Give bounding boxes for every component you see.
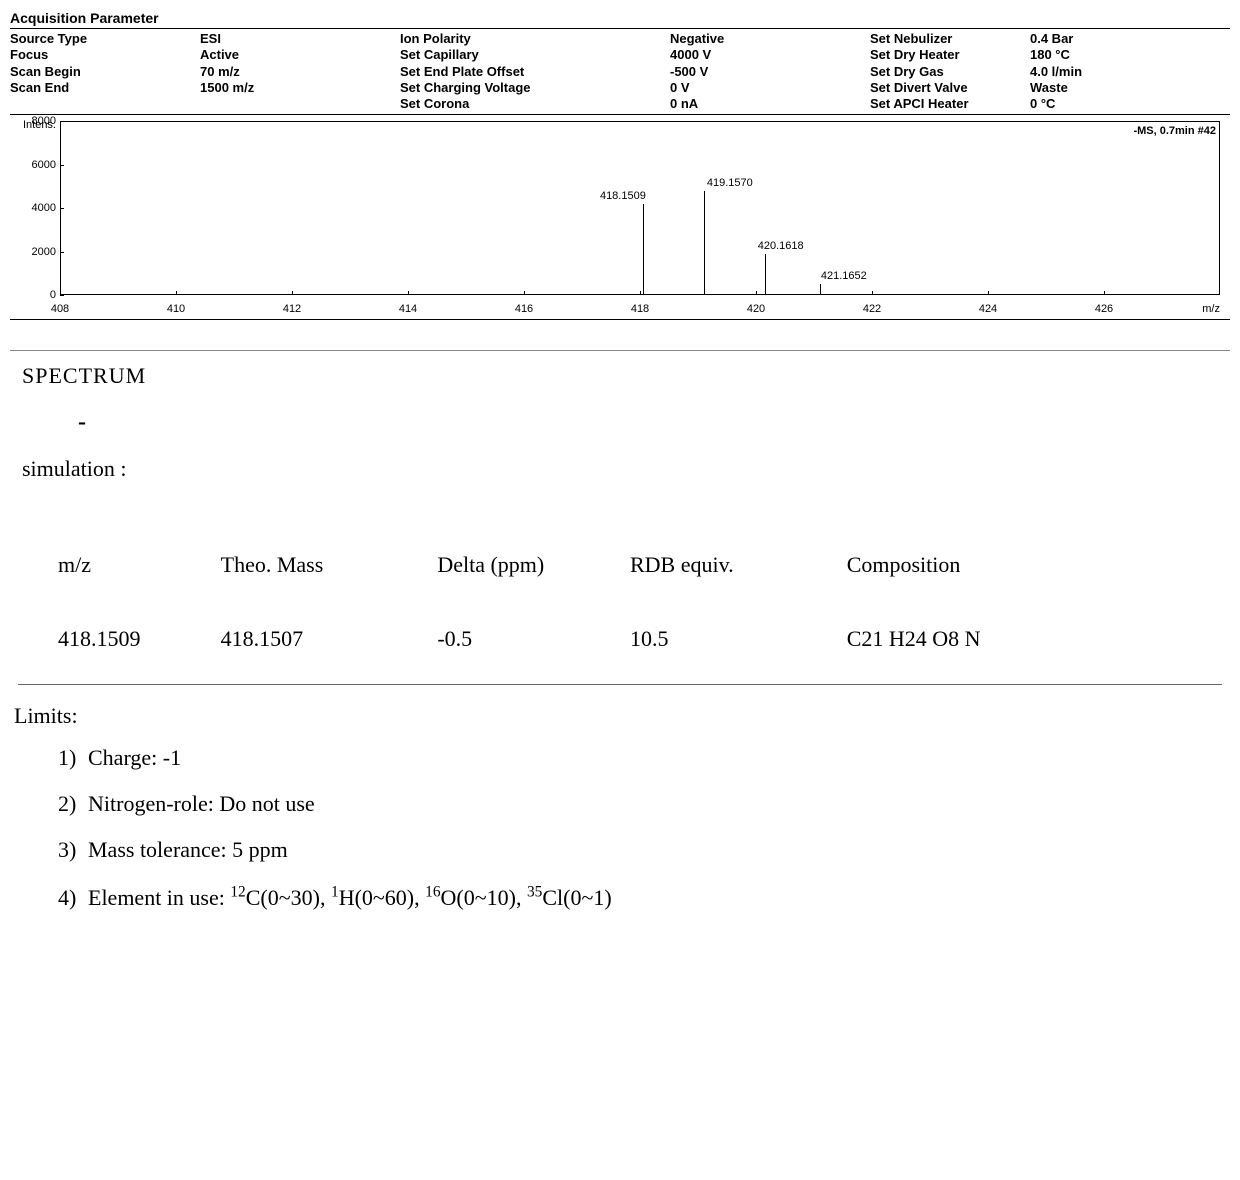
table-header: m/z bbox=[18, 532, 211, 598]
table-header: Theo. Mass bbox=[211, 532, 428, 598]
param-value: 1500 m/z bbox=[200, 80, 400, 96]
table-header: Delta (ppm) bbox=[427, 532, 620, 598]
limits-list: 1)Charge: -12)Nitrogen-role: Do not use3… bbox=[18, 745, 1222, 910]
param-label: Set Corona bbox=[400, 96, 670, 112]
limits-item: 3)Mass tolerance: 5 ppm bbox=[58, 837, 1222, 863]
x-tick-label: 420 bbox=[747, 303, 765, 315]
limits-item: 4)Element in use: 12C(0~30), 1H(0~60), 1… bbox=[58, 883, 1222, 910]
table-divider bbox=[18, 684, 1222, 685]
spectrum-chart-container: Intens. m/z -MS, 0.7min #42 020004000600… bbox=[10, 115, 1230, 320]
param-label: Scan Begin bbox=[10, 64, 200, 80]
x-tick-label: 426 bbox=[1095, 303, 1113, 315]
param-label: Scan End bbox=[10, 80, 200, 96]
spectrum-heading: SPECTRUM bbox=[22, 363, 1222, 389]
x-tick-label: 408 bbox=[51, 303, 69, 315]
acquisition-parameters: Source TypeFocusScan BeginScan End ESIAc… bbox=[10, 28, 1230, 115]
limits-item: 1)Charge: -1 bbox=[58, 745, 1222, 771]
x-tick-label: 412 bbox=[283, 303, 301, 315]
y-tick-label: 2000 bbox=[16, 246, 56, 258]
param-label: Set Dry Heater bbox=[870, 47, 1030, 63]
table-header: Composition bbox=[837, 532, 1222, 598]
param-label: Set Dry Gas bbox=[870, 64, 1030, 80]
param-label: Set Charging Voltage bbox=[400, 80, 670, 96]
table-cell: 10.5 bbox=[620, 598, 837, 680]
x-axis-title: m/z bbox=[1202, 303, 1220, 315]
limits-item: 2)Nitrogen-role: Do not use bbox=[58, 791, 1222, 817]
param-label: Focus bbox=[10, 47, 200, 63]
param-value: 0 V bbox=[670, 80, 870, 96]
param-value: ESI bbox=[200, 31, 400, 47]
param-label: Set End Plate Offset bbox=[400, 64, 670, 80]
spectrum-peak bbox=[820, 284, 822, 295]
mass-spectrum-chart: Intens. m/z -MS, 0.7min #42 020004000600… bbox=[60, 115, 1220, 315]
x-tick-label: 424 bbox=[979, 303, 997, 315]
param-value: 0 nA bbox=[670, 96, 870, 112]
dash-marker: - bbox=[78, 409, 1222, 436]
param-value: -500 V bbox=[670, 64, 870, 80]
x-tick-label: 416 bbox=[515, 303, 533, 315]
param-value: 70 m/z bbox=[200, 64, 400, 80]
params-title: Acquisition Parameter bbox=[10, 10, 1230, 26]
param-label: Ion Polarity bbox=[400, 31, 670, 47]
y-tick-label: 0 bbox=[16, 289, 56, 301]
y-tick-label: 6000 bbox=[16, 159, 56, 171]
param-label: Source Type bbox=[10, 31, 200, 47]
list-number: 3) bbox=[58, 837, 88, 863]
section-divider bbox=[10, 350, 1230, 351]
composition-table: m/zTheo. MassDelta (ppm)RDB equiv.Compos… bbox=[18, 532, 1222, 680]
param-label: Set Nebulizer bbox=[870, 31, 1030, 47]
x-tick-label: 418 bbox=[631, 303, 649, 315]
list-number: 2) bbox=[58, 791, 88, 817]
table-header: RDB equiv. bbox=[620, 532, 837, 598]
limits-title: Limits: bbox=[14, 703, 1222, 729]
param-value: 4.0 l/min bbox=[1030, 64, 1170, 80]
x-tick-label: 414 bbox=[399, 303, 417, 315]
analysis-section: SPECTRUM - simulation : m/zTheo. MassDel… bbox=[10, 363, 1230, 910]
list-text: Element in use: 12C(0~30), 1H(0~60), 16O… bbox=[88, 885, 612, 910]
param-value: 180 °C bbox=[1030, 47, 1170, 63]
spectrum-peak bbox=[704, 191, 706, 295]
list-text: Charge: -1 bbox=[88, 745, 181, 770]
list-number: 1) bbox=[58, 745, 88, 771]
param-value: 0 °C bbox=[1030, 96, 1170, 112]
spectrum-peak bbox=[765, 254, 767, 295]
chart-scan-label: -MS, 0.7min #42 bbox=[1133, 125, 1216, 137]
y-tick-label: 8000 bbox=[16, 115, 56, 127]
y-tick-label: 4000 bbox=[16, 202, 56, 214]
param-label: Set APCI Heater bbox=[870, 96, 1030, 112]
peak-label: 420.1618 bbox=[758, 240, 804, 252]
param-value: Active bbox=[200, 47, 400, 63]
spectrum-peak bbox=[643, 204, 645, 295]
list-number: 4) bbox=[58, 885, 88, 911]
param-value: Waste bbox=[1030, 80, 1170, 96]
param-label: Set Capillary bbox=[400, 47, 670, 63]
list-text: Nitrogen-role: Do not use bbox=[88, 791, 315, 816]
table-cell: 418.1507 bbox=[211, 598, 428, 680]
list-text: Mass tolerance: 5 ppm bbox=[88, 837, 288, 862]
param-value: Negative bbox=[670, 31, 870, 47]
table-cell: 418.1509 bbox=[18, 598, 211, 680]
peak-label: 419.1570 bbox=[707, 177, 753, 189]
x-tick-label: 422 bbox=[863, 303, 881, 315]
peak-label: 418.1509 bbox=[600, 190, 646, 202]
peak-label: 421.1652 bbox=[821, 270, 867, 282]
param-value: 4000 V bbox=[670, 47, 870, 63]
simulation-label: simulation : bbox=[22, 456, 1222, 482]
table-cell: -0.5 bbox=[427, 598, 620, 680]
table-cell: C21 H24 O8 N bbox=[837, 598, 1222, 680]
param-label: Set Divert Valve bbox=[870, 80, 1030, 96]
x-tick-label: 410 bbox=[167, 303, 185, 315]
param-value: 0.4 Bar bbox=[1030, 31, 1170, 47]
